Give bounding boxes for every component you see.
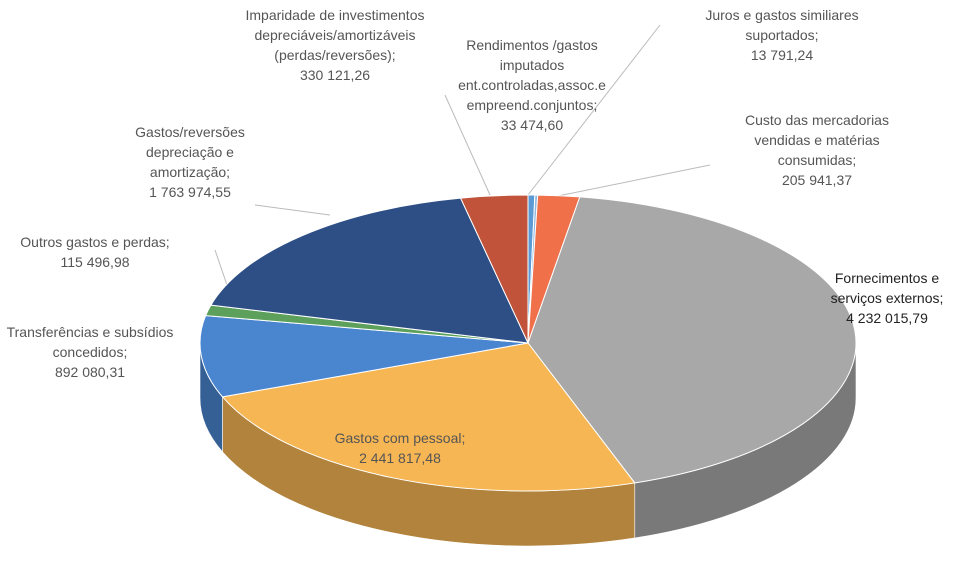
data-label: Outros gastos e perdas; 115 496,98 (0, 232, 195, 272)
label-category: Transferências e subsídios concedidos; (6, 324, 174, 360)
data-label: Imparidade de investimentos depreciáveis… (238, 5, 433, 85)
data-label: Gastos com pessoal; 2 441 817,48 (300, 428, 500, 468)
label-value: 33 474,60 (500, 117, 564, 133)
data-label: Fornecimentos e serviços externos; 4 232 … (817, 268, 957, 328)
slice (527, 196, 857, 484)
data-label: Transferências e subsídios concedidos; 89… (0, 322, 190, 382)
leader-line (214, 249, 229, 289)
data-label: Gastos/reversões depreciação e amortizaç… (115, 122, 265, 202)
label-category: Fornecimentos e serviços externos; (830, 270, 944, 306)
leader-line (547, 164, 711, 199)
data-label: Rendimentos /gastos imputados ent.contro… (440, 35, 625, 135)
label-category: Custo das mercadorias vendidas e matéria… (745, 112, 889, 168)
label-category: Gastos/reversões depreciação e amortizaç… (135, 124, 245, 180)
slice (459, 194, 529, 344)
label-category: Juros e gastos similiares suportados; (705, 7, 859, 43)
slice (210, 197, 529, 344)
data-label: Custo das mercadorias vendidas e matéria… (717, 110, 917, 190)
label-value: 892 080,31 (54, 364, 126, 380)
label-category: Rendimentos /gastos imputados ent.contro… (458, 37, 606, 113)
slice (221, 342, 636, 492)
label-value: 115 496,98 (60, 254, 130, 270)
leader-lines (214, 24, 711, 289)
leader-line (444, 94, 491, 196)
label-value: 13 791,24 (750, 47, 814, 63)
data-label: Juros e gastos similiares suportados; 13 … (682, 5, 882, 65)
label-value: 2 441 817,48 (359, 450, 441, 466)
label-category: Outros gastos e perdas; (20, 234, 170, 250)
label-category: Imparidade de investimentos depreciáveis… (245, 7, 425, 63)
leader-line (254, 204, 331, 216)
label-value: 205 941,37 (781, 172, 853, 188)
label-value: 1 763 974,55 (149, 184, 231, 200)
label-value: 330 121,26 (299, 67, 371, 83)
label-category: Gastos com pessoal; (334, 430, 466, 446)
label-value: 4 232 015,79 (846, 310, 928, 326)
leader-line (527, 24, 661, 196)
slice (199, 315, 529, 398)
